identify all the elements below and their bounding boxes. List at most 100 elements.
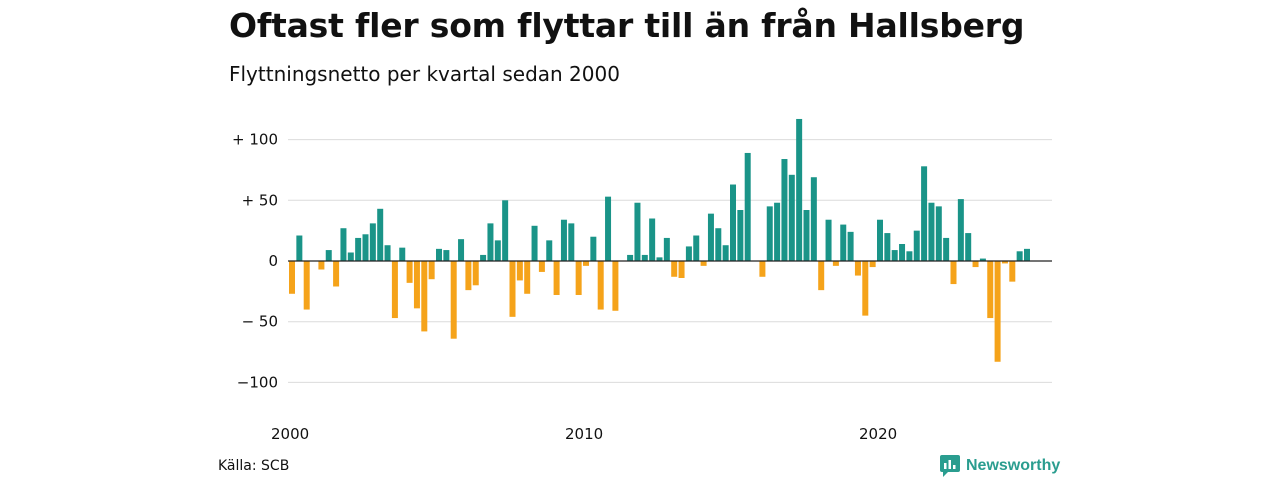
bar	[362, 234, 369, 261]
bar	[854, 261, 861, 276]
bars	[289, 118, 1030, 362]
bar	[458, 239, 465, 261]
y-tick-label: + 100	[232, 131, 278, 149]
bar	[803, 210, 810, 261]
bar	[935, 206, 942, 261]
bar	[730, 184, 736, 261]
brand-logo: Newsworthy	[940, 455, 1060, 477]
bar	[480, 254, 487, 261]
bar	[928, 202, 935, 261]
bar	[877, 219, 883, 261]
bar	[355, 237, 362, 261]
chart-title: Oftast fler som flyttar till än från Hal…	[229, 6, 1025, 45]
bar	[1009, 261, 1016, 282]
bar	[693, 235, 700, 261]
x-tick-label: 2010	[565, 425, 603, 443]
bar	[369, 223, 376, 261]
bar	[737, 210, 744, 261]
bar	[957, 199, 964, 261]
y-tick-label: 0	[268, 252, 278, 270]
bar	[560, 219, 567, 261]
bar	[590, 236, 597, 261]
bar	[627, 254, 634, 261]
bar	[810, 177, 817, 261]
bar	[921, 166, 928, 261]
bar	[406, 261, 413, 283]
bar	[943, 237, 950, 261]
bar	[663, 237, 670, 261]
bar	[818, 261, 825, 291]
bar	[303, 261, 310, 310]
y-tick-labels: + 100 + 50 0 − 50 −100	[232, 131, 278, 392]
bar	[399, 247, 406, 261]
bar	[575, 261, 582, 295]
bar	[487, 223, 494, 261]
bar	[825, 219, 832, 261]
bar	[796, 118, 803, 262]
bar	[832, 261, 839, 266]
bar	[289, 261, 295, 294]
bar	[605, 196, 612, 261]
bar	[781, 159, 788, 261]
bar	[744, 152, 751, 261]
bar	[715, 228, 722, 261]
bar	[891, 250, 898, 261]
bar	[384, 245, 391, 261]
bar	[531, 225, 538, 261]
bar	[972, 261, 979, 268]
x-tick-labels: 2000 2010 2020	[271, 425, 897, 443]
bar	[847, 231, 854, 261]
bar	[443, 250, 450, 261]
bar	[502, 200, 509, 261]
chart-subtitle: Flyttningsnetto per kvartal sedan 2000	[229, 62, 620, 86]
bar	[994, 261, 1001, 362]
bar	[333, 261, 340, 287]
bar	[700, 261, 707, 266]
bar	[516, 261, 523, 281]
bar	[707, 213, 714, 261]
bar	[325, 250, 332, 261]
bar	[869, 261, 876, 268]
bar	[656, 257, 663, 261]
bar	[413, 261, 420, 309]
bar	[1024, 248, 1030, 261]
bar	[759, 261, 766, 277]
bar	[524, 261, 531, 294]
bar	[421, 261, 428, 332]
bar	[634, 202, 641, 261]
bar	[509, 261, 516, 317]
bar	[436, 248, 442, 261]
x-tick-label: 2020	[859, 425, 897, 443]
bar	[899, 244, 906, 261]
bar	[428, 261, 435, 280]
bar	[612, 261, 619, 311]
bar	[377, 208, 384, 261]
x-tick-label: 2000	[271, 425, 309, 443]
bar	[913, 230, 920, 261]
bar	[722, 245, 729, 261]
bar	[965, 233, 972, 261]
bar	[340, 228, 347, 261]
bar	[465, 261, 472, 291]
bar	[568, 223, 575, 261]
newsworthy-logo-icon	[940, 455, 960, 477]
bar	[774, 202, 781, 261]
bar	[678, 261, 685, 278]
bar	[318, 261, 325, 270]
bar	[906, 251, 913, 261]
bar	[546, 240, 553, 261]
bar	[1016, 251, 1023, 261]
bar	[649, 218, 656, 261]
y-tick-label: − 50	[242, 313, 278, 331]
bar	[538, 261, 545, 272]
bar	[450, 261, 457, 339]
bar	[987, 261, 994, 319]
bar	[685, 246, 692, 261]
bar	[641, 254, 648, 261]
bar	[494, 240, 501, 261]
source-note: Källa: SCB	[218, 458, 290, 474]
bar	[950, 261, 957, 285]
bar	[766, 206, 773, 261]
bar	[862, 261, 869, 316]
